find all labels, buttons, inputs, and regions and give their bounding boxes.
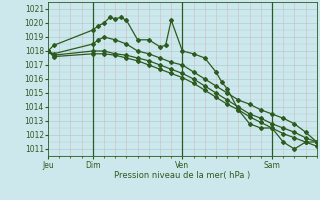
X-axis label: Pression niveau de la mer( hPa ): Pression niveau de la mer( hPa )	[114, 171, 251, 180]
